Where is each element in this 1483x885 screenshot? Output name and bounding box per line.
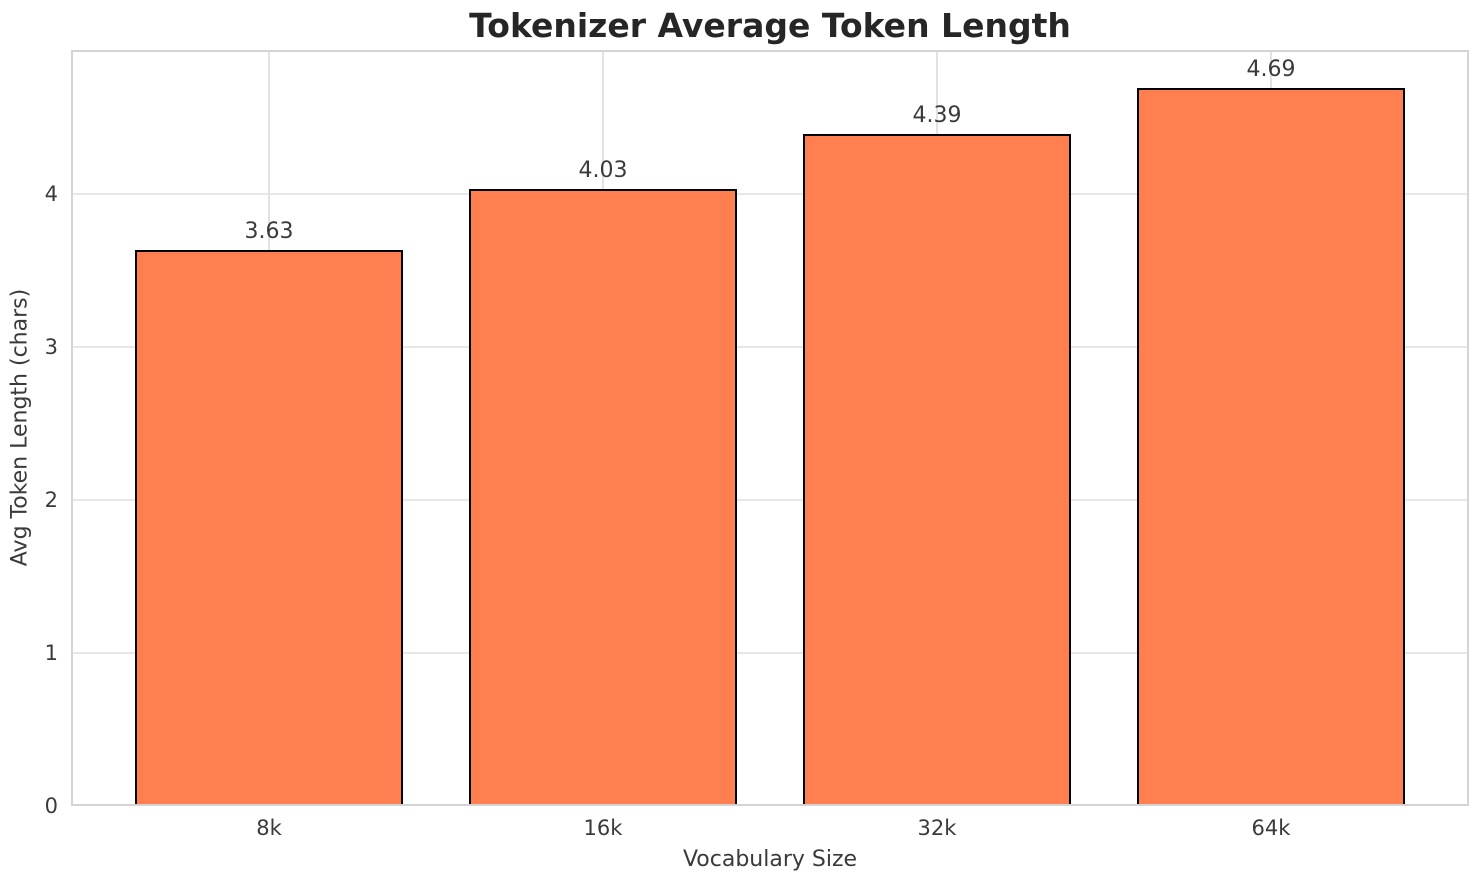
bar-value-label: 4.03 xyxy=(578,158,628,184)
bar xyxy=(803,134,1071,806)
bar xyxy=(135,250,403,806)
x-tick-label: 16k xyxy=(583,816,623,840)
bar-value-label: 4.69 xyxy=(1246,57,1296,83)
h-gridline xyxy=(71,192,1469,195)
y-tick-label: 1 xyxy=(44,640,58,665)
bar xyxy=(1137,88,1405,806)
y-axis-label: Avg Token Length (chars) xyxy=(7,288,33,567)
h-gridline xyxy=(71,651,1469,654)
chart-title: Tokenizer Average Token Length xyxy=(469,6,1071,45)
bar-value-label: 3.63 xyxy=(244,219,294,245)
h-gridline xyxy=(71,498,1469,501)
x-axis-label: Vocabulary Size xyxy=(682,847,858,872)
y-tick-label: 0 xyxy=(44,794,58,818)
x-tick-label: 32k xyxy=(917,816,957,840)
bar-value-label: 4.39 xyxy=(912,103,962,129)
plot-area: 3.63 4.03 4.39 4.69 xyxy=(71,50,1469,806)
x-tick-label: 64k xyxy=(1251,816,1291,840)
y-tick-label: 4 xyxy=(44,181,58,206)
x-tick-label: 8k xyxy=(256,816,282,840)
y-tick-label: 2 xyxy=(44,487,58,512)
h-gridline xyxy=(71,345,1469,348)
bar xyxy=(469,189,737,806)
y-tick-label: 3 xyxy=(44,334,58,359)
